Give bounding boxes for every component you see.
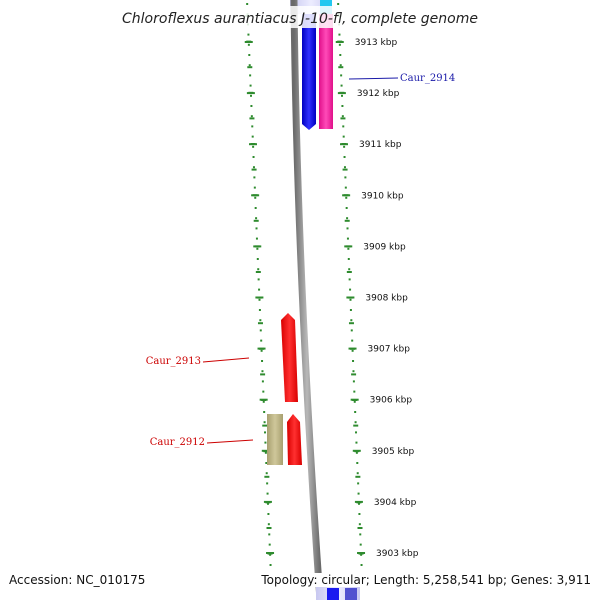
- tick-label: 3903 kbp: [376, 549, 419, 559]
- cds-caur-2913: [281, 313, 298, 402]
- tick-label: 3905 kbp: [372, 447, 415, 457]
- genome-backbone: [290, 0, 324, 600]
- gene-label-caur-2914[interactable]: Caur_2914: [400, 73, 455, 84]
- tick-label: 3910 kbp: [361, 191, 404, 201]
- tick-label: 3904 kbp: [374, 498, 417, 508]
- cds-blue-bottom: [327, 588, 339, 600]
- tick-label: 3908 kbp: [365, 294, 408, 304]
- cds-caur-2912-red: [287, 414, 302, 465]
- cds-caur-2914-pink: [319, 14, 333, 129]
- tick-label: 3913 kbp: [355, 38, 398, 48]
- cds-caur-2912-khaki: [267, 414, 283, 465]
- tick-label: 3907 kbp: [368, 345, 411, 355]
- title-background: [120, 6, 480, 28]
- map-title: Chloroflexus aurantiacus J-10-fl, comple…: [122, 11, 478, 27]
- leader-caur-2912: [206, 439, 254, 444]
- tick-label: 3911 kbp: [359, 140, 402, 150]
- tick-label: 3909 kbp: [363, 242, 406, 252]
- leader-caur-2914: [348, 77, 399, 80]
- gene-label-caur-2912[interactable]: Caur_2912: [150, 437, 205, 448]
- accession-text: Accession: NC_010175: [9, 573, 146, 587]
- ruler-left: [244, 3, 275, 587]
- cds-blue-bottom-2: [345, 588, 357, 600]
- cds-caur-2914-blue: [302, 14, 316, 130]
- tick-label: 3912 kbp: [357, 89, 400, 99]
- tick-labels: 3913 kbp 3912 kbp 3911 kbp 3910 kbp 3909 kbp…: [355, 38, 419, 559]
- tick-label: 3906 kbp: [370, 396, 413, 406]
- gene-label-caur-2913[interactable]: Caur_2913: [146, 356, 201, 367]
- leader-caur-2913: [202, 357, 250, 363]
- ruler-right: [335, 3, 366, 587]
- topology-text: Topology: circular; Length: 5,258,541 bp…: [261, 573, 591, 587]
